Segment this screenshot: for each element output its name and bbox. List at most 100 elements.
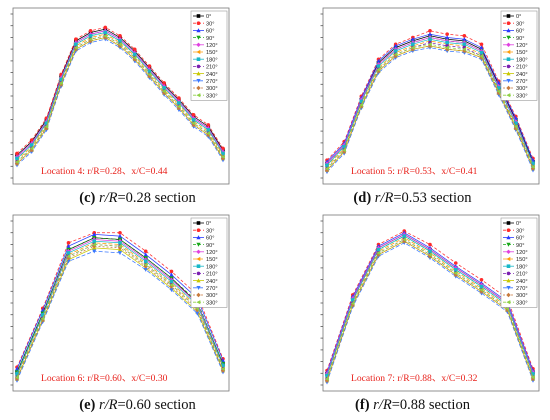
legend-label: 90° bbox=[516, 36, 524, 42]
series-30deg bbox=[15, 25, 225, 156]
data-point bbox=[59, 77, 63, 82]
caption-ratio: r/R bbox=[373, 397, 392, 413]
data-point bbox=[221, 146, 225, 151]
legend-label: 150° bbox=[516, 257, 528, 263]
data-point bbox=[206, 123, 211, 127]
chart-svg-e: 0°30° 60°90°120°150°180° 210°240°270°300°3… bbox=[10, 214, 230, 392]
series-line bbox=[16, 33, 224, 161]
data-point bbox=[376, 247, 381, 252]
caption-d: (d) r/R=0.53 section bbox=[275, 190, 550, 207]
data-point bbox=[195, 311, 200, 316]
data-point bbox=[221, 151, 225, 156]
data-point bbox=[44, 124, 49, 129]
data-point bbox=[103, 25, 108, 30]
legend-marker bbox=[196, 14, 201, 18]
data-point bbox=[496, 86, 501, 90]
caption-letter: (f) bbox=[355, 397, 370, 413]
data-point bbox=[74, 37, 78, 41]
legend-label: 210° bbox=[516, 65, 528, 71]
data-point bbox=[350, 302, 355, 308]
caption-letter: (c) bbox=[79, 190, 96, 206]
series-180deg bbox=[15, 30, 225, 161]
legend-marker bbox=[196, 85, 201, 91]
legend-marker bbox=[196, 271, 201, 276]
data-point bbox=[206, 131, 211, 136]
data-point bbox=[103, 33, 108, 38]
data-point bbox=[40, 316, 45, 321]
legend-marker bbox=[506, 249, 511, 254]
legend-label: 90° bbox=[206, 243, 214, 249]
data-point bbox=[530, 164, 535, 169]
data-point bbox=[143, 264, 148, 269]
data-point bbox=[40, 313, 45, 317]
legend-marker bbox=[196, 93, 201, 98]
data-point bbox=[92, 242, 97, 247]
legend-marker bbox=[196, 35, 201, 40]
chart-panel-e: 0° 30° 60° 90° 120° 150° 180° 210° 240° 270° 300° 3… bbox=[5, 211, 235, 395]
legend-label: 330° bbox=[516, 93, 528, 99]
series-300deg bbox=[14, 244, 226, 382]
legend-marker bbox=[196, 264, 201, 268]
legend-marker bbox=[506, 64, 511, 69]
legend-marker bbox=[506, 35, 511, 40]
legend-label: 300° bbox=[516, 86, 528, 92]
series-line bbox=[16, 232, 224, 368]
chart-svg-d: 0°30° 60°90°120°150°180° 210°240°270°300°3… bbox=[320, 7, 540, 185]
data-point bbox=[88, 34, 93, 38]
legend-label: 0° bbox=[206, 14, 211, 20]
legend-label: 120° bbox=[206, 43, 218, 49]
data-point bbox=[176, 105, 182, 111]
data-point bbox=[350, 298, 355, 302]
data-point bbox=[393, 49, 398, 53]
legend-label: 270° bbox=[516, 79, 528, 85]
legend-label: 300° bbox=[206, 293, 218, 299]
data-point bbox=[103, 30, 108, 35]
data-point bbox=[29, 138, 34, 142]
data-point bbox=[428, 29, 432, 33]
legend-marker bbox=[506, 93, 511, 98]
series-330deg bbox=[324, 42, 535, 171]
data-point bbox=[44, 126, 49, 131]
data-point bbox=[221, 363, 225, 368]
data-point bbox=[359, 102, 364, 107]
legend-label: 30° bbox=[516, 21, 524, 27]
data-point bbox=[74, 42, 78, 47]
data-point bbox=[220, 366, 225, 371]
data-point bbox=[427, 43, 433, 49]
data-point bbox=[462, 42, 467, 47]
data-point bbox=[29, 146, 34, 151]
data-point bbox=[496, 89, 501, 94]
legend-marker bbox=[506, 286, 511, 290]
legend-marker bbox=[506, 49, 511, 55]
data-point bbox=[445, 35, 450, 40]
legend-label: 180° bbox=[206, 57, 218, 63]
data-point bbox=[176, 104, 181, 109]
legend-label: 60° bbox=[516, 236, 524, 242]
data-point bbox=[117, 244, 122, 249]
data-point bbox=[132, 52, 137, 57]
series-330deg bbox=[324, 237, 535, 382]
legend-label: 30° bbox=[516, 228, 524, 234]
data-point bbox=[530, 375, 535, 380]
data-point bbox=[66, 254, 71, 259]
data-point bbox=[92, 244, 97, 249]
data-point bbox=[453, 272, 458, 277]
data-point bbox=[15, 156, 19, 161]
legend-marker bbox=[196, 256, 201, 262]
data-point bbox=[376, 58, 381, 63]
data-point bbox=[14, 375, 19, 380]
data-point bbox=[359, 99, 364, 104]
legend-marker bbox=[506, 242, 511, 247]
legend-marker bbox=[506, 28, 511, 33]
legend-marker bbox=[196, 292, 201, 298]
legend-label: 30° bbox=[206, 21, 214, 27]
series-330deg bbox=[14, 33, 225, 164]
legend-marker bbox=[506, 21, 511, 26]
data-point bbox=[453, 261, 458, 265]
legend: 0°30° 60°90°120°150°180° 210°240°270°300°3… bbox=[500, 217, 538, 308]
data-point bbox=[479, 287, 484, 292]
legend-marker bbox=[506, 221, 511, 225]
legend-box bbox=[500, 217, 538, 308]
caption-text: =0.28 section bbox=[117, 190, 196, 206]
legend-marker bbox=[506, 278, 511, 283]
